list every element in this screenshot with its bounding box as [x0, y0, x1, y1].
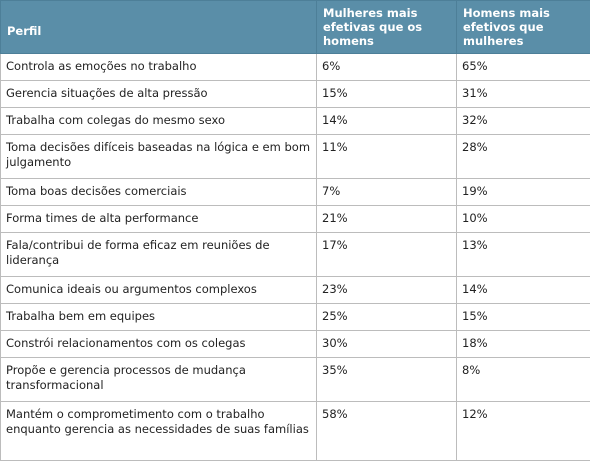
header-mulheres: Mulheres mais efetivas que os homens — [316, 0, 457, 54]
perfil-cell: Trabalha com colegas do mesmo sexo — [0, 107, 317, 135]
homens-value-cell: 18% — [456, 330, 590, 358]
homens-value-cell: 28% — [456, 134, 590, 179]
mulheres-value-cell: 30% — [316, 330, 457, 358]
mulheres-value-cell: 17% — [316, 232, 457, 277]
table-row: Toma decisões difíceis baseadas na lógic… — [0, 134, 590, 179]
table-row: Trabalha com colegas do mesmo sexo 14% 32% — [0, 107, 590, 135]
homens-value-cell: 14% — [456, 276, 590, 304]
table-row: Mantém o comprometimento com o trabalho … — [0, 401, 590, 461]
mulheres-value-cell: 6% — [316, 53, 457, 81]
table-row: Controla as emoções no trabalho 6% 65% — [0, 53, 590, 81]
perfil-cell: Fala/contribui de forma eficaz em reuniõ… — [0, 232, 317, 277]
mulheres-value-cell: 21% — [316, 205, 457, 233]
table-row: Trabalha bem em equipes 25% 15% — [0, 303, 590, 331]
homens-value-cell: 10% — [456, 205, 590, 233]
homens-value-cell: 32% — [456, 107, 590, 135]
perfil-cell: Controla as emoções no trabalho — [0, 53, 317, 81]
mulheres-value-cell: 25% — [316, 303, 457, 331]
perfil-cell: Gerencia situações de alta pressão — [0, 80, 317, 108]
homens-value-cell: 13% — [456, 232, 590, 277]
table-row: Constrói relacionamentos com os colegas 3… — [0, 330, 590, 358]
perfil-cell: Trabalha bem em equipes — [0, 303, 317, 331]
mulheres-value-cell: 14% — [316, 107, 457, 135]
table-body: Controla as emoções no trabalho 6% 65% Gere… — [0, 53, 590, 461]
perfil-cell: Forma times de alta performance — [0, 205, 317, 233]
homens-value-cell: 31% — [456, 80, 590, 108]
homens-value-cell: 65% — [456, 53, 590, 81]
perfil-cell: Toma decisões difíceis baseadas na lógic… — [0, 134, 317, 179]
mulheres-value-cell: 15% — [316, 80, 457, 108]
mulheres-value-cell: 7% — [316, 178, 457, 206]
mulheres-value-cell: 58% — [316, 401, 457, 461]
homens-value-cell: 15% — [456, 303, 590, 331]
mulheres-value-cell: 35% — [316, 357, 457, 402]
perfil-cell: Mantém o comprometimento com o trabalho … — [0, 401, 317, 461]
header-row: Perfil Mulheres mais efetivas que os hom… — [0, 0, 590, 54]
homens-value-cell: 12% — [456, 401, 590, 461]
header-homens: Homens mais efetivos que mulheres — [456, 0, 590, 54]
homens-value-cell: 8% — [456, 357, 590, 402]
table-row: Toma boas decisões comerciais 7% 19% — [0, 178, 590, 206]
table-row: Propõe e gerencia processos de mudança t… — [0, 357, 590, 402]
perfil-cell: Constrói relacionamentos com os colegas — [0, 330, 317, 358]
perfil-cell: Comunica ideais ou argumentos complexos — [0, 276, 317, 304]
perfil-cell: Propõe e gerencia processos de mudança t… — [0, 357, 317, 402]
table-row: Gerencia situações de alta pressão 15% 31% — [0, 80, 590, 108]
table-row: Fala/contribui de forma eficaz em reuniõ… — [0, 232, 590, 277]
mulheres-value-cell: 23% — [316, 276, 457, 304]
homens-value-cell: 19% — [456, 178, 590, 206]
table-row: Comunica ideais ou argumentos complexos 2… — [0, 276, 590, 304]
table-row: Forma times de alta performance 21% 10% — [0, 205, 590, 233]
mulheres-value-cell: 11% — [316, 134, 457, 179]
header-perfil: Perfil — [0, 0, 317, 54]
perfil-cell: Toma boas decisões comerciais — [0, 178, 317, 206]
